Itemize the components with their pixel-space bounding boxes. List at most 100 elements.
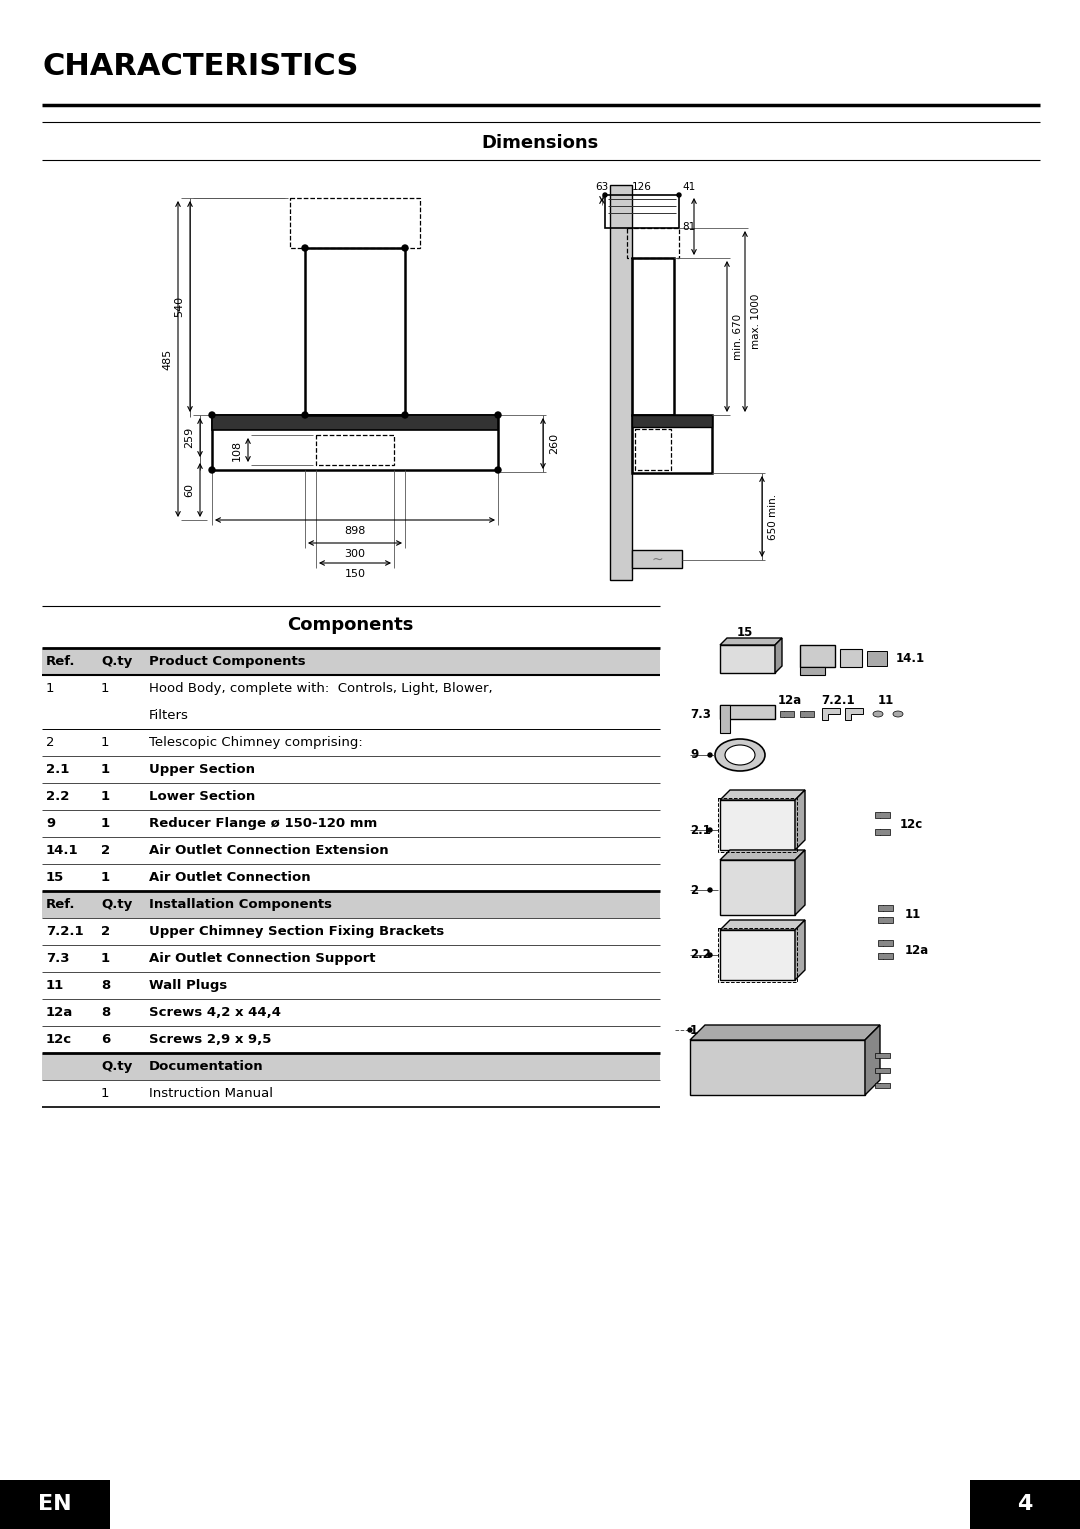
Text: Filters: Filters (149, 709, 189, 722)
Text: 14.1: 14.1 (46, 844, 79, 856)
Bar (635, 430, 671, 469)
Text: 150: 150 (345, 569, 365, 579)
Text: Q.ty: Q.ty (102, 898, 132, 911)
Text: 2.2: 2.2 (690, 948, 711, 962)
Text: Wall Plugs: Wall Plugs (149, 979, 227, 992)
Text: 260: 260 (549, 433, 559, 454)
Text: Telescopic Chimney comprising:: Telescopic Chimney comprising: (149, 735, 363, 749)
Bar (970, 1480, 1080, 1529)
Text: Reducer Flange ø 150-120 mm: Reducer Flange ø 150-120 mm (149, 816, 377, 830)
Text: Air Outlet Connection: Air Outlet Connection (149, 872, 311, 884)
Polygon shape (720, 920, 805, 930)
Text: 1: 1 (102, 682, 109, 696)
Text: Air Outlet Connection Extension: Air Outlet Connection Extension (149, 844, 389, 856)
Text: 8: 8 (102, 1006, 110, 1018)
Text: 9: 9 (46, 816, 55, 830)
Bar (0, 1480, 110, 1529)
Text: 12a: 12a (46, 1006, 73, 1018)
Ellipse shape (708, 829, 712, 832)
Text: 1: 1 (102, 735, 109, 749)
Text: 15: 15 (737, 627, 753, 639)
Text: Dimensions: Dimensions (482, 135, 598, 151)
Text: ~: ~ (651, 553, 663, 567)
Text: Documentation: Documentation (149, 1060, 264, 1073)
Text: 8: 8 (102, 979, 110, 992)
Polygon shape (865, 1024, 880, 1095)
Text: 1: 1 (102, 816, 110, 830)
Text: 898: 898 (345, 526, 366, 537)
Polygon shape (795, 790, 805, 850)
Text: 4: 4 (1017, 1494, 1032, 1514)
Text: 14.1: 14.1 (896, 653, 926, 665)
Polygon shape (795, 850, 805, 914)
Polygon shape (720, 638, 782, 645)
Bar (212, 414, 498, 469)
Text: Lower Section: Lower Section (149, 790, 255, 803)
Text: 12a: 12a (778, 694, 802, 706)
Text: 12a: 12a (905, 943, 929, 957)
Bar (878, 917, 893, 924)
Text: Screws 2,9 x 9,5: Screws 2,9 x 9,5 (149, 1034, 271, 1046)
Text: 108: 108 (232, 439, 242, 460)
Text: Components: Components (287, 616, 414, 635)
Bar (627, 228, 679, 258)
Bar (720, 705, 730, 732)
Bar (42, 648, 660, 674)
Polygon shape (720, 850, 805, 859)
Polygon shape (775, 638, 782, 673)
Bar (610, 185, 632, 579)
Bar (720, 705, 775, 719)
Bar (291, 197, 420, 248)
Text: 2: 2 (102, 844, 110, 856)
Text: 7.2.1: 7.2.1 (821, 694, 854, 706)
Bar (875, 812, 890, 818)
Text: 12c: 12c (46, 1034, 72, 1046)
Ellipse shape (302, 245, 308, 251)
Text: 2.1: 2.1 (690, 824, 711, 836)
Text: Air Outlet Connection Support: Air Outlet Connection Support (149, 953, 376, 965)
Text: 1: 1 (690, 1023, 698, 1037)
Text: 126: 126 (632, 182, 652, 193)
Bar (212, 414, 498, 430)
Bar (690, 1040, 865, 1095)
Bar (875, 1053, 890, 1058)
Text: 2: 2 (46, 735, 54, 749)
Text: 41: 41 (681, 182, 696, 193)
Bar (800, 667, 825, 674)
Bar (718, 798, 797, 852)
Text: 2.2: 2.2 (46, 790, 69, 803)
Bar (720, 645, 775, 673)
Ellipse shape (688, 1027, 692, 1032)
Text: 1: 1 (102, 1087, 109, 1099)
Bar (42, 1053, 660, 1079)
Polygon shape (795, 920, 805, 980)
Text: 1: 1 (102, 790, 110, 803)
Text: 9: 9 (690, 749, 699, 761)
Ellipse shape (708, 953, 712, 957)
Text: min. 670: min. 670 (733, 313, 743, 359)
Text: 650 min.: 650 min. (768, 494, 778, 540)
Bar (305, 248, 405, 414)
Bar (42, 891, 660, 917)
Ellipse shape (715, 739, 765, 771)
Ellipse shape (495, 466, 501, 472)
Text: 7.2.1: 7.2.1 (46, 925, 83, 937)
Ellipse shape (210, 466, 215, 472)
Bar (632, 550, 681, 567)
Ellipse shape (210, 411, 215, 417)
Bar (800, 711, 814, 717)
Ellipse shape (873, 711, 883, 717)
Ellipse shape (893, 711, 903, 717)
Text: max. 1000: max. 1000 (751, 294, 761, 349)
Bar (867, 651, 887, 667)
Text: 2: 2 (102, 925, 110, 937)
Text: 540: 540 (174, 297, 184, 317)
Polygon shape (822, 708, 840, 720)
Text: 1: 1 (46, 682, 54, 696)
Polygon shape (690, 1024, 880, 1040)
Bar (720, 800, 795, 850)
Bar (720, 859, 795, 914)
Text: Screws 4,2 x 44,4: Screws 4,2 x 44,4 (149, 1006, 281, 1018)
Bar (632, 258, 674, 414)
Text: 11: 11 (878, 694, 894, 706)
